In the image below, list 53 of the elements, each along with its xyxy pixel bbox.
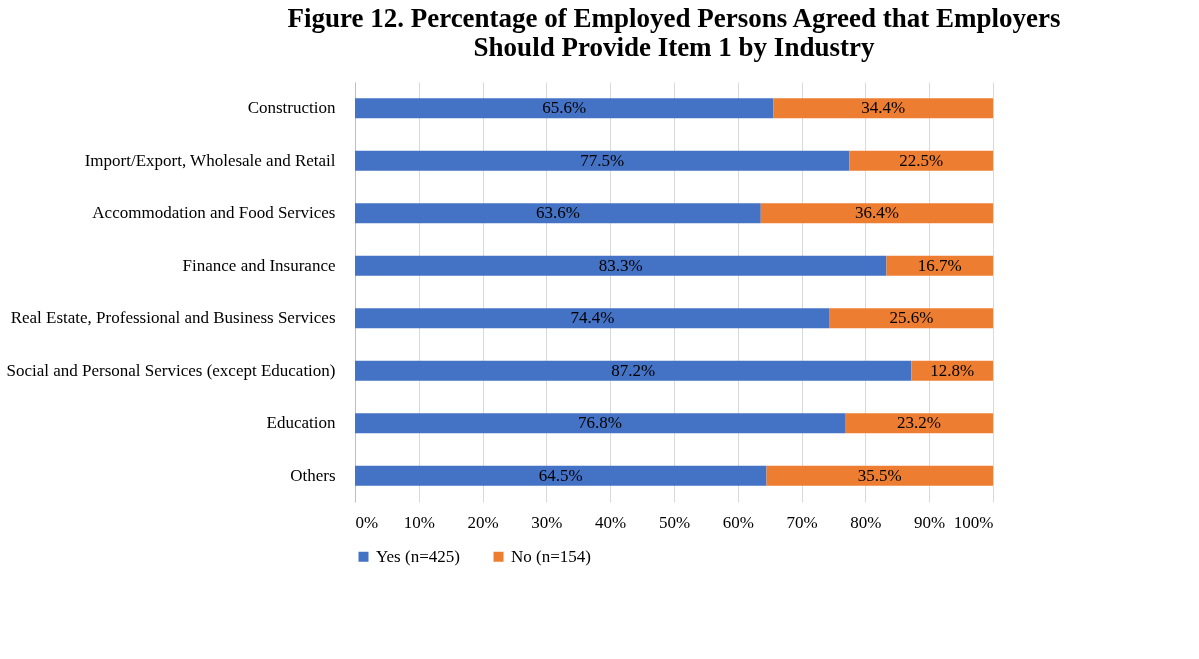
y-tick-label: Social and Personal Services (except Education) (6, 360, 336, 380)
bar (355, 465, 767, 486)
chart-title: Figure 12. Percentage of Employed Persons Agreed that Employers Should Provide Item 1 by Industry (287, 3, 1061, 62)
x-tick-label: 60% (722, 512, 754, 532)
y-tick-label: Education (266, 413, 336, 433)
bar (760, 203, 993, 224)
bar (355, 308, 830, 329)
data-label: 74.4% (570, 308, 615, 328)
bar (773, 98, 993, 119)
bar (355, 360, 912, 381)
bar (829, 308, 993, 329)
x-tick-label: 0% (355, 512, 379, 532)
bar (766, 465, 993, 486)
data-label: 12.8% (930, 360, 975, 380)
data-label: 65.6% (542, 98, 587, 118)
data-label: 63.6% (535, 203, 580, 223)
y-tick-label: Others (290, 465, 336, 485)
x-tick-label: 80% (850, 512, 882, 532)
x-tick-label: 20% (467, 512, 499, 532)
legend-label: No (n=154) (511, 546, 591, 566)
y-tick-label: Import/Export, Wholesale and Retail (84, 150, 336, 170)
bar (844, 413, 993, 434)
data-label: 64.5% (538, 465, 583, 485)
data-label: 34.4% (861, 98, 906, 118)
x-tick-label: 40% (595, 512, 627, 532)
data-label: 25.6% (889, 308, 934, 328)
data-label: 77.5% (580, 150, 625, 170)
x-tick-label: 50% (658, 512, 691, 532)
y-tick-label: Finance and Insurance (182, 255, 336, 275)
data-label: 35.5% (857, 465, 902, 485)
data-label: 22.5% (899, 150, 944, 170)
data-label: 16.7% (917, 255, 962, 275)
bar (355, 413, 845, 434)
x-tick-label: 100% (953, 512, 994, 532)
x-tick-label: 30% (531, 512, 563, 532)
x-tick-label: 90% (914, 512, 946, 532)
bar (849, 150, 993, 171)
legend-label: Yes (n=425) (376, 546, 460, 566)
bar (355, 203, 761, 224)
bar (355, 98, 774, 119)
y-tick-label: Accommodation and Food Services (92, 203, 336, 223)
y-tick-label: Real Estate, Professional and Business Services (10, 308, 336, 328)
data-label: 76.8% (578, 413, 622, 433)
data-label: 87.2% (611, 360, 656, 380)
bar (886, 255, 993, 276)
y-tick-label: Construction (247, 98, 336, 118)
x-tick-label: 70% (786, 512, 818, 532)
data-label: 23.2% (897, 413, 941, 433)
bar (355, 255, 887, 276)
data-label: 36.4% (854, 203, 899, 223)
bar (355, 150, 850, 171)
x-tick-label: 10% (403, 512, 435, 532)
data-label: 83.3% (598, 255, 643, 275)
